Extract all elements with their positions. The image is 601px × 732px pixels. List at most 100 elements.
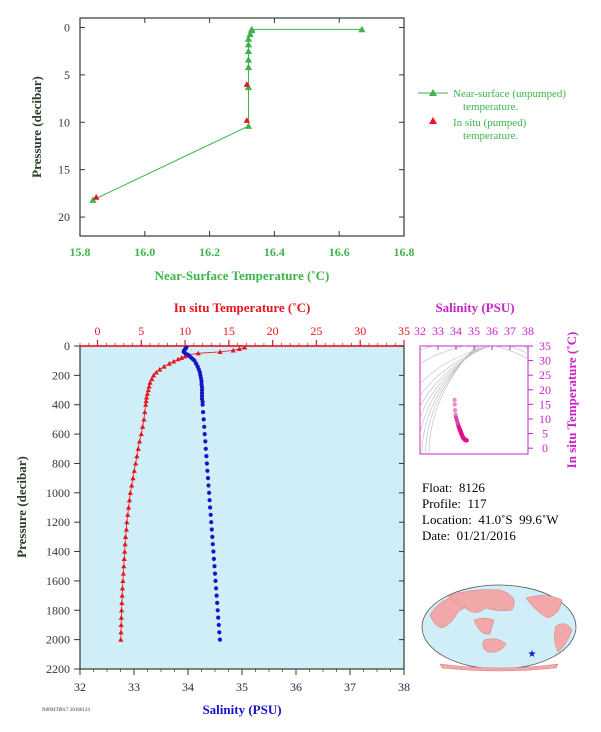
salinity-profile-point	[207, 498, 212, 503]
ts-temperature-tick-label: 0	[542, 441, 548, 455]
legend-marker-pumped	[429, 117, 437, 124]
pressure-tick-label: 200	[52, 368, 70, 382]
salinity-profile-point	[201, 417, 206, 422]
salinity-profile-point	[199, 387, 205, 393]
salinity-profile-point	[199, 390, 205, 396]
temperature-profile-point	[146, 383, 152, 389]
ts-salinity-tick-label: 32	[414, 324, 426, 338]
salinity-profile-point	[216, 622, 221, 628]
salinity-profile-point	[212, 564, 217, 569]
salinity-axis-label: Salinity (PSU)	[202, 702, 281, 717]
salinity-axis-ticks: 32 33 34 35 36 37 38	[74, 669, 410, 694]
temperature-profile-point	[118, 615, 124, 620]
temperature-tick-label: 15	[223, 324, 235, 338]
top-y-tick-label: 10	[58, 115, 70, 129]
near-surface-chart: 15.8 16.0 16.2 16.4 16.6 16.8 0 5 10 15 20 Near-S…	[29, 17, 566, 283]
ts-temperature-tick-label: 5	[542, 427, 548, 441]
salinity-profile-point	[215, 608, 220, 613]
salinity-profile-point	[200, 399, 205, 404]
temperature-profile-point	[136, 438, 143, 444]
salinity-tick-label: 37	[344, 680, 356, 694]
salinity-tick-label: 35	[236, 680, 248, 694]
temperature-tick-label: 30	[354, 324, 366, 338]
pressure-tick-label: 400	[52, 398, 70, 412]
unpumped-temperature-point	[246, 30, 254, 37]
salinity-profile-point	[204, 461, 209, 466]
temperature-profile-point	[126, 497, 133, 503]
temperature-profile-point	[118, 637, 124, 642]
ts-density-contour	[420, 346, 486, 420]
pressure-tick-label: 1600	[46, 574, 70, 588]
temperature-profile-point	[217, 349, 223, 354]
temperature-profile-point	[123, 526, 130, 532]
unpumped-temperature-point	[244, 47, 253, 55]
temperature-axis-ticks: 0 5 10 15 20 25 30 35	[79, 324, 410, 347]
legend-label-unpumped-line1: Near-surface (unpumped)	[453, 88, 566, 100]
salinity-profile-point	[209, 527, 214, 532]
pressure-tick-label: 1400	[46, 545, 70, 559]
temperature-profile-point	[119, 585, 126, 591]
temperature-profile-point	[175, 356, 181, 362]
unpumped-temperature-point	[244, 35, 253, 42]
temperature-profile-point	[171, 358, 177, 364]
temperature-profile-point	[178, 355, 185, 360]
map-land	[429, 589, 573, 672]
top-y-tick-label: 20	[58, 210, 70, 224]
temperature-tick-label: 10	[179, 324, 191, 338]
temperature-profile-point	[120, 570, 126, 576]
temperature-profile-point	[125, 512, 131, 517]
salinity-profile-point	[208, 505, 213, 510]
pressure-tick-label: 1000	[46, 486, 70, 500]
unpumped-temperature-point	[244, 40, 253, 48]
location-map: ★	[421, 584, 577, 672]
float-number: Float: 8126	[422, 480, 485, 495]
temperature-profile-point	[121, 563, 127, 569]
ts-point	[452, 402, 457, 407]
salinity-profile-point	[205, 476, 211, 481]
temperature-profile-point	[143, 394, 150, 400]
temperature-profile-point	[143, 398, 149, 404]
salinity-profile-point	[200, 402, 205, 407]
salinity-profile-point	[209, 520, 214, 525]
salinity-profile-point	[211, 549, 216, 554]
temperature-profile-point	[149, 376, 155, 382]
pumped-temperature-point	[243, 81, 251, 87]
pressure-axis-ticks: 0 200 400 600 800 1000 1200 1400 1600 1800 2000 220…	[46, 339, 404, 676]
temperature-profile-point	[230, 347, 236, 353]
ts-salinity-label: Salinity (PSU)	[435, 300, 514, 315]
ts-density-contour	[420, 346, 493, 397]
temperature-profile-point	[144, 391, 151, 396]
ts-temperature-tick-label: 20	[539, 383, 551, 397]
ts-density-contour	[428, 346, 477, 454]
temperature-profile-point	[145, 387, 151, 393]
profile-series	[118, 344, 248, 642]
temperature-profile-point	[129, 482, 135, 488]
temperature-profile-point	[118, 607, 125, 613]
salinity-profile-point	[207, 490, 212, 495]
temperature-profile-point	[118, 629, 124, 635]
ts-density-contour	[421, 346, 481, 454]
float-location-marker-icon: ★	[528, 649, 537, 660]
salinity-profile-point	[202, 432, 207, 437]
ts-temperature-tick-label: 10	[539, 412, 551, 426]
temperature-tick-label: 0	[95, 324, 101, 338]
salinity-profile-point	[215, 600, 220, 606]
near-surface-y-ticks: 0 5 10 15 20	[58, 20, 404, 224]
ts-temperature-tick-label: 25	[539, 368, 551, 382]
legend-label-pumped-line2: temperature.	[463, 130, 519, 142]
temperature-profile-point	[120, 578, 126, 583]
temperature-profile-point	[195, 350, 201, 356]
salinity-tick-label: 34	[182, 680, 194, 694]
temperature-profile-point	[141, 416, 147, 422]
near-surface-plot-frame	[79, 17, 405, 237]
unpumped-temperature-point	[358, 25, 366, 33]
near-surface-x-axis-label: Near-Surface Temperature (˚C)	[155, 268, 330, 283]
ts-point	[452, 397, 457, 403]
temperature-profile-point	[153, 369, 159, 375]
temperature-profile-point	[150, 372, 157, 378]
temperature-tick-label: 35	[398, 324, 410, 338]
legend-label-pumped-line1: In situ (pumped)	[453, 117, 527, 129]
salinity-tick-label: 38	[398, 680, 410, 694]
top-x-tick-label: 16.8	[394, 245, 415, 259]
